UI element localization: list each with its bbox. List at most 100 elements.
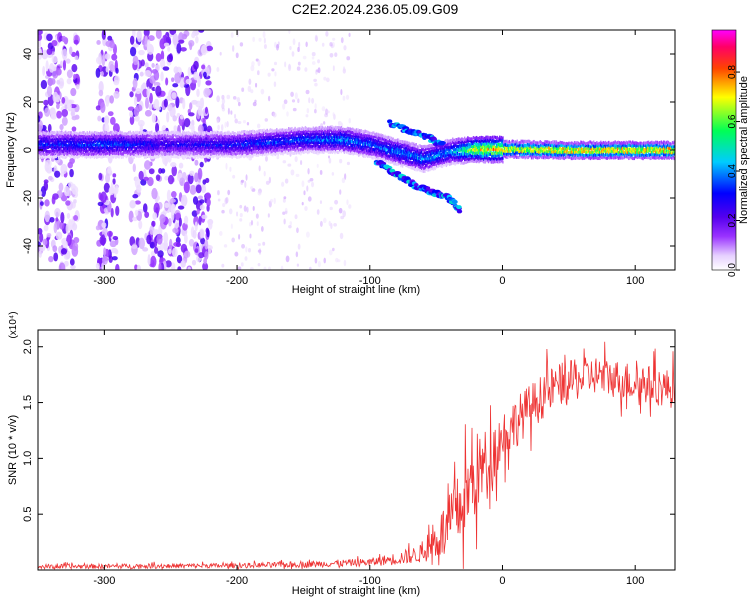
trace-cell [162, 136, 164, 140]
trace-cell [107, 134, 109, 138]
trace-cell [110, 142, 112, 146]
trace-cell [174, 134, 177, 138]
trace-cell [204, 146, 206, 150]
trace-cell [375, 150, 378, 154]
scintillation-dot [191, 32, 196, 39]
trace-cell [195, 138, 198, 142]
trace-cell [46, 134, 49, 138]
faint-dot [234, 113, 237, 119]
trace-cell [141, 153, 143, 157]
trace-cell [88, 146, 91, 150]
trace-cell [175, 148, 178, 152]
trace-cell [185, 149, 187, 153]
trace-cell [275, 150, 277, 154]
trace-cell [298, 141, 300, 145]
scintillation-dot [105, 66, 110, 73]
trace-cell [120, 143, 122, 147]
trace-cell [84, 134, 87, 138]
trace-cell [42, 151, 45, 155]
trace-cell [295, 151, 298, 155]
trace-cell [309, 138, 311, 142]
trace-cell [260, 150, 263, 154]
trace-cell [178, 141, 181, 145]
trace-cell [69, 151, 71, 155]
trace-cell [305, 145, 307, 149]
trace-cell [70, 148, 73, 152]
trace-cell [209, 146, 212, 150]
trace-cell [81, 144, 84, 148]
trace-cell [234, 132, 237, 136]
trace-cell [204, 134, 206, 138]
trace-cell [370, 143, 373, 147]
trace-cell [127, 135, 130, 139]
trace-cell [268, 135, 270, 139]
trace-cell [139, 149, 141, 153]
trace-cell [65, 134, 67, 138]
faint-dot [292, 38, 296, 46]
faint-dot [320, 123, 324, 127]
trace-cell [67, 144, 69, 148]
trace-cell [139, 131, 141, 135]
trace-cell [146, 134, 148, 138]
trace-cell [260, 135, 262, 139]
trace-cell [145, 134, 147, 138]
trace-cell [92, 136, 95, 140]
trace-cell [97, 155, 100, 159]
trace-cell [245, 137, 248, 141]
trace-cell [92, 140, 95, 144]
trace-cell [74, 137, 77, 141]
trace-cell [210, 144, 213, 148]
trace-cell [301, 150, 303, 154]
scintillation-dot [110, 207, 114, 218]
trace-cell [102, 146, 104, 150]
trace-cell [199, 152, 202, 156]
trace-cell [205, 146, 207, 150]
trace-cell [240, 136, 242, 140]
trace-cell [77, 145, 80, 149]
trace-cell [56, 145, 58, 149]
trace-cell [135, 136, 138, 140]
trace-cell [254, 133, 256, 137]
trace-cell [135, 151, 138, 155]
faint-dot [250, 186, 254, 190]
trace-cell [301, 141, 303, 145]
trace-cell [86, 145, 88, 149]
trace-cell [155, 139, 157, 143]
trace-cell [347, 129, 350, 133]
trace-cell [306, 137, 308, 141]
trace-cell [277, 152, 280, 156]
trace-cell [288, 148, 291, 152]
trace-cell [311, 147, 314, 151]
trace-cell [269, 137, 272, 141]
trace-cell [328, 132, 331, 136]
trace-cell [56, 149, 58, 153]
trace-cell [131, 134, 134, 138]
trace-cell [366, 145, 369, 149]
faint-dot [290, 169, 295, 176]
trace-cell [203, 147, 206, 151]
trace-cell [256, 142, 259, 146]
trace-cell [281, 131, 284, 135]
trace-cell [204, 144, 206, 148]
trace-cell [371, 147, 374, 151]
trace-cell [339, 139, 342, 143]
trace-cell [313, 127, 315, 131]
trace-cell [307, 127, 309, 131]
trace-cell [225, 140, 227, 144]
trace-cell [170, 130, 173, 134]
trace-cell [344, 149, 346, 153]
trace-cell [300, 133, 303, 137]
trace-cell [172, 137, 174, 141]
trace-cell [171, 133, 174, 137]
trace-cell [104, 147, 106, 151]
trace-cell [70, 154, 73, 158]
trace-cell [366, 153, 368, 157]
trace-cell [200, 150, 202, 154]
trace-cell [318, 129, 320, 133]
scintillation-dot [167, 46, 171, 52]
trace-cell [58, 130, 61, 134]
trace-cell [104, 137, 106, 141]
trace-cell [68, 140, 70, 144]
trace-cell [315, 126, 317, 130]
scintillation-dot [109, 63, 115, 73]
